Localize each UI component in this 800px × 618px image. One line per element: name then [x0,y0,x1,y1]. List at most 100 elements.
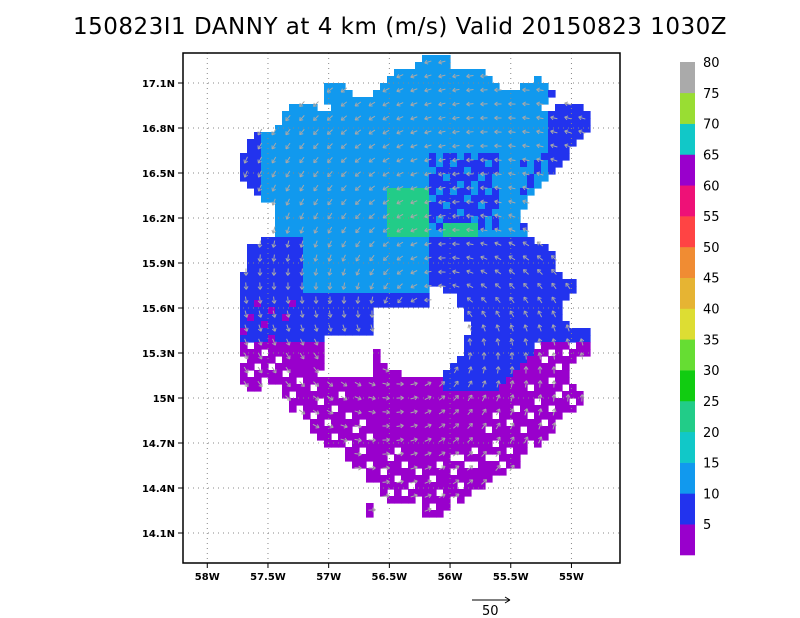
wind-speed-cell [450,489,458,497]
wind-speed-cell [394,454,402,462]
wind-speed-cell [331,384,339,392]
wind-speed-cell [247,139,255,147]
wind-speed-cell [478,146,486,154]
wind-speed-cell [499,195,507,203]
wind-vector [271,170,277,178]
wind-speed-cell [527,125,535,133]
wind-speed-cell [387,482,395,490]
wind-speed-cell [443,265,451,273]
wind-speed-cell [464,391,472,399]
wind-speed-cell [506,104,514,112]
wind-speed-cell [499,230,507,238]
wind-speed-cell [240,174,248,182]
wind-vector [410,116,418,121]
wind-speed-cell [373,230,381,238]
wind-speed-cell [492,104,500,112]
wind-speed-cell [492,356,500,364]
wind-vector [480,241,488,247]
wind-speed-cell [254,251,262,259]
wind-speed-cell [457,370,465,378]
wind-vector [453,380,459,388]
wind-speed-cell [569,335,577,343]
wind-vector [382,368,390,373]
wind-speed-cell [331,104,339,112]
wind-vector [410,451,418,457]
wind-speed-cell [471,90,479,98]
wind-speed-cell [240,342,248,350]
wind-speed-cell [450,209,458,217]
wind-speed-cell [317,125,325,133]
wind-speed-cell [478,461,486,469]
wind-speed-cell [387,104,395,112]
wind-speed-cell [408,209,416,217]
wind-vector [467,394,473,402]
wind-speed-cell [555,111,563,119]
wind-speed-cell [485,153,493,161]
wind-speed-cell [513,111,521,119]
lon-tick-label: 56W [438,572,463,583]
wind-speed-cell [471,76,479,84]
wind-speed-cell [464,195,472,203]
wind-vector [243,156,248,164]
wind-speed-cell [338,328,346,336]
wind-vector [257,352,263,360]
wind-speed-cell [415,265,423,273]
wind-speed-cell [282,167,290,175]
wind-speed-cell [471,454,479,462]
wind-speed-cell [562,335,570,343]
wind-speed-cell [492,90,500,98]
wind-speed-cell [464,132,472,140]
wind-speed-cell [534,97,542,105]
wind-speed-cell [275,146,283,154]
wind-vector [537,310,543,318]
wind-speed-cell [443,440,451,448]
wind-speed-cell [569,349,577,357]
wind-speed-cell [394,405,402,413]
wind-speed-cell [401,223,409,231]
wind-speed-cell [338,272,346,280]
wind-vector [313,367,319,374]
wind-speed-cell [254,314,262,322]
wind-speed-cell [443,251,451,259]
wind-speed-cell [303,181,311,189]
wind-speed-cell [548,118,556,126]
wind-speed-cell [436,419,444,427]
wind-speed-cell [457,244,465,252]
wind-speed-cell [485,391,493,399]
wind-speed-cell [401,433,409,441]
wind-speed-cell [387,188,395,196]
wind-speed-cell [422,440,430,448]
wind-speed-cell [352,153,360,161]
wind-speed-cell [471,160,479,168]
wind-speed-cell [366,104,374,112]
wind-speed-cell [499,181,507,189]
wind-speed-cell [324,230,332,238]
wind-vector [537,269,543,275]
wind-speed-cell [289,398,297,406]
wind-vector [341,282,347,290]
wind-speed-cell [366,272,374,280]
wind-speed-cell [527,363,535,371]
wind-speed-cell [450,76,458,84]
lon-tick-label: 58W [195,572,220,583]
wind-speed-cell [380,370,388,378]
wind-vector [508,241,516,247]
wind-speed-cell [289,132,297,140]
wind-speed-cell [443,503,451,511]
wind-speed-cell [492,174,500,182]
wind-speed-cell [415,286,423,294]
wind-speed-cell [394,132,402,140]
wind-speed-cell [527,391,535,399]
wind-speed-cell [373,300,381,308]
wind-speed-cell [310,419,318,427]
wind-speed-cell [401,426,409,434]
colorbar-segment [680,246,695,278]
wind-speed-cell [394,83,402,91]
wind-speed-cell [345,216,353,224]
wind-vector [467,380,473,388]
wind-speed-cell [303,412,311,420]
wind-speed-cell [338,111,346,119]
reference-arrow-head [504,596,511,604]
wind-speed-cell [576,328,584,336]
wind-speed-cell [562,370,570,378]
